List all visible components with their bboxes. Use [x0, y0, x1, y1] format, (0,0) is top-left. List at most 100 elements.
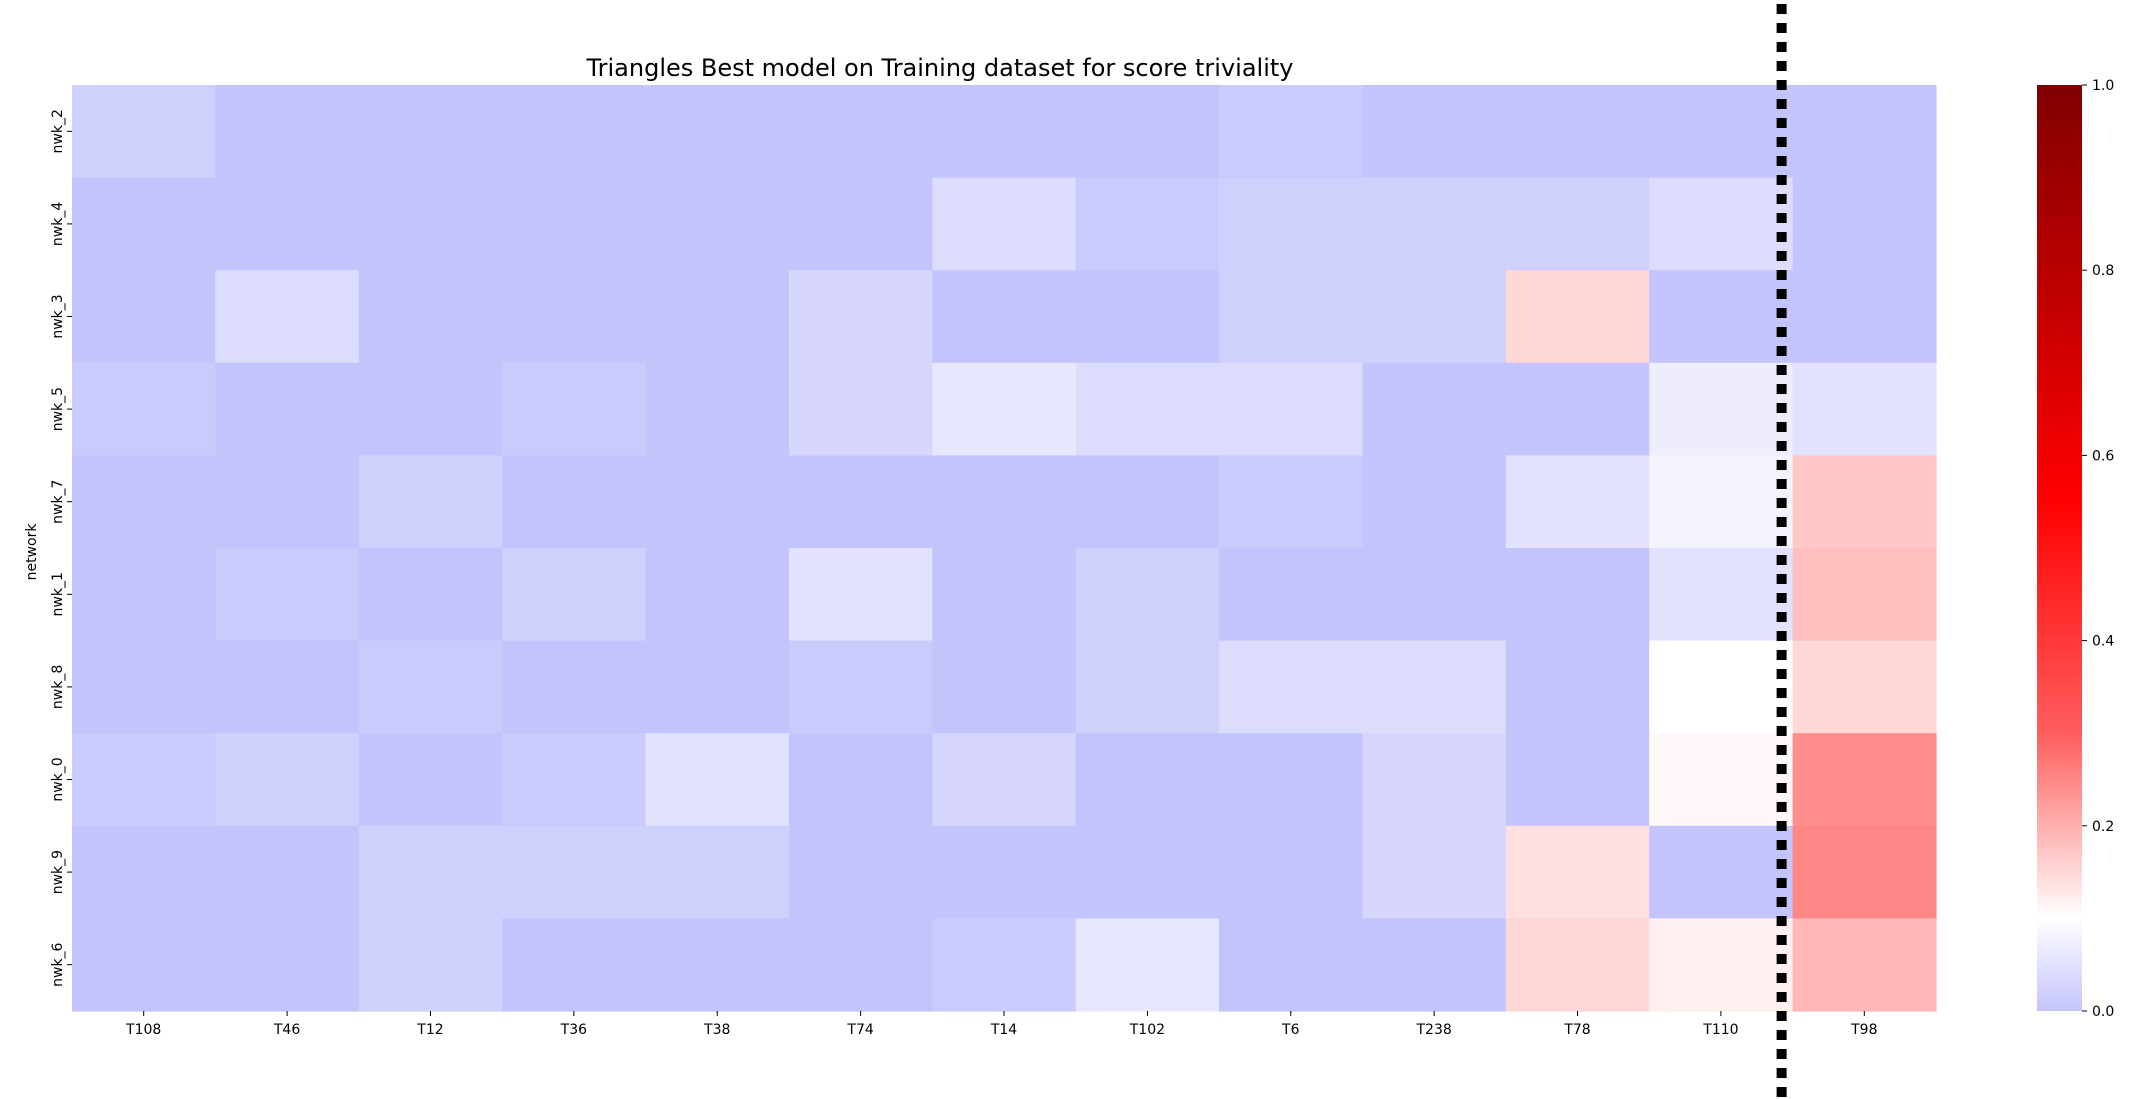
- heatmap-cell-nwk_0-T74: [788, 733, 933, 827]
- heatmap-cell-nwk_7-T6: [1219, 455, 1364, 549]
- heatmap-cell-nwk_0-T46: [215, 733, 360, 827]
- y-tick-label: nwk_7: [50, 480, 66, 524]
- heatmap-cell-nwk_7-T102: [1075, 455, 1220, 549]
- heatmap-cell-nwk_9-T110: [1649, 825, 1794, 919]
- heatmap-cell-nwk_6-T36: [502, 918, 647, 1012]
- heatmap-cell-nwk_1-T74: [788, 548, 933, 642]
- heatmap-cell-nwk_5-T12: [358, 362, 503, 456]
- heatmap-cell-nwk_5-T46: [215, 362, 360, 456]
- heatmap-cell-nwk_3-T14: [932, 270, 1077, 364]
- heatmap-cell-nwk_3-T102: [1075, 270, 1220, 364]
- heatmap-cell-nwk_2-T46: [215, 85, 360, 179]
- heatmap-cell-nwk_5-T6: [1219, 362, 1364, 456]
- heatmap-cell-nwk_1-T36: [502, 548, 647, 642]
- heatmap-cell-nwk_1-T12: [358, 548, 503, 642]
- heatmap-cell-nwk_6-T102: [1075, 918, 1220, 1012]
- colorbar-tick-label: 0.0: [2092, 1004, 2114, 1020]
- heatmap-cell-nwk_9-T74: [788, 825, 933, 919]
- heatmap-cell-nwk_3-T74: [788, 270, 933, 364]
- heatmap-cell-nwk_6-T12: [358, 918, 503, 1012]
- colorbar: 0.0 0.2 0.4 0.6 0.8 1.0: [2037, 78, 2114, 1020]
- x-tick-label: T108: [125, 1022, 161, 1038]
- colorbar-tick-label: 0.4: [2092, 634, 2114, 650]
- heatmap-cell-nwk_7-T14: [932, 455, 1077, 549]
- heatmap-cell-nwk_8-T98: [1792, 640, 1937, 734]
- heatmap-cell-nwk_8-T110: [1649, 640, 1794, 734]
- y-axis-label: network: [24, 523, 40, 581]
- heatmap-cell-nwk_6-T46: [215, 918, 360, 1012]
- heatmap-cell-nwk_5-T102: [1075, 362, 1220, 456]
- heatmap-cell-nwk_7-T46: [215, 455, 360, 549]
- heatmap-cell-nwk_3-T38: [645, 270, 790, 364]
- x-tick-label: T74: [846, 1022, 873, 1038]
- x-tick-label: T238: [1416, 1022, 1452, 1038]
- x-tick-label: T98: [1850, 1022, 1877, 1038]
- heatmap-cell-nwk_4-T74: [788, 177, 933, 271]
- heatmap-cell-nwk_4-T78: [1505, 177, 1650, 271]
- heatmap-cell-nwk_2-T12: [358, 85, 503, 179]
- heatmap-cell-nwk_3-T238: [1362, 270, 1507, 364]
- heatmap-cell-nwk_3-T46: [215, 270, 360, 364]
- heatmap-cell-nwk_2-T108: [72, 85, 216, 179]
- heatmap-cells: [72, 85, 1937, 1012]
- heatmap-cell-nwk_8-T108: [72, 640, 216, 734]
- x-tick-label: T14: [990, 1022, 1017, 1038]
- heatmap-cell-nwk_7-T74: [788, 455, 933, 549]
- x-tick-label: T46: [273, 1022, 300, 1038]
- heatmap-cell-nwk_4-T98: [1792, 177, 1937, 271]
- heatmap-cell-nwk_0-T12: [358, 733, 503, 827]
- heatmap-cell-nwk_1-T78: [1505, 548, 1650, 642]
- heatmap-cell-nwk_1-T108: [72, 548, 216, 642]
- heatmap-cell-nwk_5-T14: [932, 362, 1077, 456]
- chart-title: Triangles Best model on Training dataset…: [586, 54, 1294, 82]
- heatmap-cell-nwk_8-T238: [1362, 640, 1507, 734]
- heatmap-cell-nwk_5-T36: [502, 362, 647, 456]
- heatmap-cell-nwk_8-T12: [358, 640, 503, 734]
- heatmap-cell-nwk_7-T110: [1649, 455, 1794, 549]
- x-tick-label: T110: [1702, 1022, 1738, 1038]
- heatmap-cell-nwk_8-T74: [788, 640, 933, 734]
- heatmap-cell-nwk_4-T14: [932, 177, 1077, 271]
- heatmap-cell-nwk_3-T78: [1505, 270, 1650, 364]
- heatmap-cell-nwk_1-T14: [932, 548, 1077, 642]
- heatmap-cell-nwk_1-T46: [215, 548, 360, 642]
- y-tick-label: nwk_2: [50, 109, 66, 153]
- heatmap-cell-nwk_0-T110: [1649, 733, 1794, 827]
- heatmap-cell-nwk_2-T110: [1649, 85, 1794, 179]
- heatmap-cell-nwk_4-T110: [1649, 177, 1794, 271]
- heatmap-cell-nwk_6-T38: [645, 918, 790, 1012]
- y-tick-label: nwk_0: [50, 757, 66, 801]
- y-tick-label: nwk_1: [50, 572, 66, 616]
- heatmap-cell-nwk_9-T98: [1792, 825, 1937, 919]
- heatmap-cell-nwk_6-T78: [1505, 918, 1650, 1012]
- heatmap-cell-nwk_3-T36: [502, 270, 647, 364]
- heatmap-cell-nwk_2-T74: [788, 85, 933, 179]
- x-tick-label: T6: [1281, 1022, 1300, 1038]
- colorbar-tick-label: 0.6: [2092, 448, 2114, 464]
- y-tick-label: nwk_3: [50, 294, 66, 338]
- heatmap-cell-nwk_2-T36: [502, 85, 647, 179]
- heatmap-cell-nwk_1-T102: [1075, 548, 1220, 642]
- heatmap-cell-nwk_2-T102: [1075, 85, 1220, 179]
- heatmap-cell-nwk_4-T102: [1075, 177, 1220, 271]
- heatmap-cell-nwk_5-T238: [1362, 362, 1507, 456]
- heatmap-cell-nwk_8-T102: [1075, 640, 1220, 734]
- y-tick-label: nwk_4: [50, 202, 66, 246]
- heatmap-cell-nwk_8-T46: [215, 640, 360, 734]
- heatmap-cell-nwk_0-T102: [1075, 733, 1220, 827]
- heatmap-cell-nwk_3-T6: [1219, 270, 1364, 364]
- x-tick-label: T78: [1563, 1022, 1590, 1038]
- heatmap-cell-nwk_9-T102: [1075, 825, 1220, 919]
- heatmap-cell-nwk_9-T38: [645, 825, 790, 919]
- heatmap-cell-nwk_3-T12: [358, 270, 503, 364]
- heatmap-cell-nwk_8-T14: [932, 640, 1077, 734]
- x-tick-label: T12: [416, 1022, 443, 1038]
- heatmap-cell-nwk_8-T78: [1505, 640, 1650, 734]
- x-tick-label: T38: [703, 1022, 730, 1038]
- y-tick-label: nwk_5: [50, 387, 66, 431]
- heatmap-cell-nwk_6-T98: [1792, 918, 1937, 1012]
- heatmap-cell-nwk_5-T74: [788, 362, 933, 456]
- heatmap-cell-nwk_1-T38: [645, 548, 790, 642]
- heatmap-cell-nwk_7-T78: [1505, 455, 1650, 549]
- heatmap-cell-nwk_7-T108: [72, 455, 216, 549]
